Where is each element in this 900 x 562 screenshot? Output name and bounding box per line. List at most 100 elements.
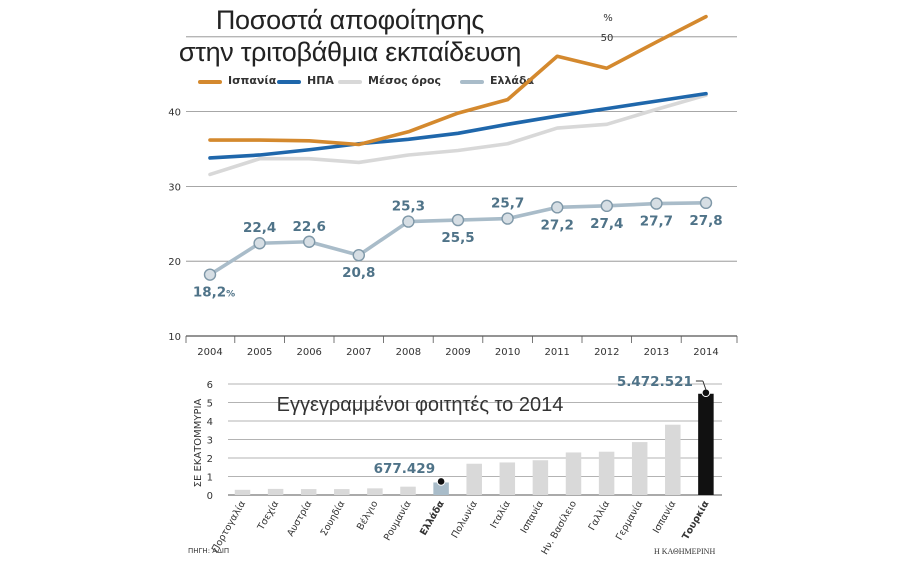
- bar-10: [532, 460, 549, 495]
- percent-suffix: %: [226, 290, 235, 300]
- greece-data-label-2013: 27,7: [640, 214, 673, 230]
- bar-category-label-5: Βέλγιο: [355, 499, 381, 532]
- legend-swatch-spain: [198, 80, 222, 84]
- bar-y-tick-label-0: 0: [207, 491, 213, 502]
- bar-y-tick-label-4: 4: [207, 417, 213, 428]
- annotation-value-turkey: 5.472.521: [617, 374, 693, 390]
- y-tick-label-40: 40: [168, 108, 181, 119]
- y-tick-label-10: 10: [168, 332, 181, 343]
- greece-point-2005: [253, 237, 266, 250]
- x-tick-label-2006: 2006: [296, 347, 321, 358]
- greece-data-label-2004: 18,2%: [193, 285, 235, 301]
- greece-data-label-2006: 22,6: [293, 219, 326, 235]
- bar-13: [631, 442, 648, 495]
- series-line-average: [208, 93, 708, 177]
- greece-point-2013: [650, 197, 663, 210]
- greece-data-label-2009: 25,5: [441, 230, 474, 246]
- bar-category-label-3: Αυστρία: [285, 499, 314, 538]
- x-tick-label-2014: 2014: [693, 347, 718, 358]
- publisher-credit: Η ΚΑΘΗΜΕΡΙΝΗ: [654, 547, 716, 556]
- legend-label-spain: Ισπανία: [228, 74, 277, 87]
- greece-data-label-2005: 22,4: [243, 220, 276, 236]
- bar-category-label-8: Πολωνία: [450, 499, 480, 540]
- x-tick-label-2012: 2012: [594, 347, 619, 358]
- bar-category-label-2: Τσεχία: [255, 499, 281, 533]
- bar-category-label-1: Πορτογαλία: [210, 499, 248, 554]
- x-tick-label-2011: 2011: [544, 347, 569, 358]
- greece-point-2007: [352, 249, 365, 262]
- legend-swatch-average: [338, 80, 362, 84]
- bar-11: [565, 452, 582, 495]
- annotation-dot-15: [701, 388, 711, 398]
- bar-category-label-14: Ισπανία: [651, 499, 678, 535]
- annotation-value-greece: 677.429: [374, 461, 436, 477]
- bar-7: [433, 482, 449, 495]
- greece-point-2011: [551, 201, 564, 214]
- x-tick-label-2007: 2007: [346, 347, 371, 358]
- bar-15: [698, 393, 714, 495]
- bar-14: [665, 424, 681, 495]
- bar-5: [367, 488, 383, 495]
- bar-y-tick-label-6: 6: [207, 380, 213, 391]
- bar-category-label-9: Ιταλία: [488, 499, 512, 530]
- bar-y-axis-label: ΣΕ ΕΚΑΤΟΜΜΥΡΙΑ: [193, 398, 204, 487]
- series-line-usa: [208, 91, 708, 160]
- bar-y-tick-label-3: 3: [207, 436, 213, 447]
- greece-data-label-2010: 25,7: [491, 196, 524, 212]
- bar-1: [234, 489, 251, 495]
- series-line-spain: [208, 14, 708, 147]
- legend-swatch-usa: [277, 80, 301, 84]
- bar-category-label-4: Σουηδία: [319, 499, 348, 538]
- greece-point-2010: [501, 212, 514, 225]
- bar-y-tick-label-1: 1: [207, 473, 213, 484]
- x-tick-label-2004: 2004: [197, 347, 222, 358]
- bar-category-label-6: Ρουμανία: [382, 499, 414, 543]
- greece-data-label-2007: 20,8: [342, 265, 375, 281]
- y-axis-unit: %: [603, 13, 613, 24]
- legend-swatch-greece: [460, 80, 484, 84]
- bar-3: [300, 489, 317, 495]
- bar-y-tick-label-5: 5: [207, 399, 213, 410]
- bar-category-label-11: Ην. Βασίλειο: [539, 499, 579, 557]
- x-tick-label-2005: 2005: [247, 347, 272, 358]
- greece-point-2004: [203, 268, 217, 281]
- greece-data-label-2011: 27,2: [541, 217, 574, 233]
- y-tick-label-50: 50: [601, 33, 614, 44]
- bar-9: [499, 462, 516, 495]
- y-tick-label-30: 30: [168, 182, 181, 193]
- legend-label-usa: ΗΠΑ: [307, 74, 334, 87]
- bar-category-label-10: Ισπανία: [519, 499, 546, 535]
- bar-4: [334, 489, 350, 495]
- bar-8: [466, 463, 482, 495]
- x-tick-label-2010: 2010: [495, 347, 520, 358]
- source-note: ΠΗΓΗ: ΑΔΙΠ: [188, 547, 230, 555]
- annotation-dot-7: [436, 477, 446, 486]
- bar-category-label-15: Τουρκία: [680, 499, 711, 542]
- bar-category-label-7: Ελλάδα: [418, 499, 447, 538]
- annotation-leader-turkey: [702, 380, 707, 390]
- bar-category-label-12: Γαλλία: [587, 499, 613, 532]
- chart-title-line-2: στην τριτοβάθμια εκπαίδευση: [178, 37, 522, 67]
- greece-data-label-2008: 25,3: [392, 199, 425, 215]
- greece-point-2008: [402, 215, 415, 228]
- bar-chart-title: Εγγεγραμμένοι φοιτητές το 2014: [277, 394, 564, 416]
- legend-label-average: Μέσος όρος: [368, 74, 442, 87]
- greece-point-2009: [451, 213, 465, 227]
- greece-data-label-2012: 27,4: [590, 216, 623, 232]
- bar-12: [598, 451, 615, 495]
- x-tick-label-2009: 2009: [445, 347, 470, 358]
- bar-category-label-13: Γερμανία: [614, 499, 645, 542]
- chart-title-line-1: Ποσοστά αποφοίτησης: [215, 5, 485, 35]
- bar-6: [400, 486, 416, 495]
- x-tick-label-2008: 2008: [396, 347, 421, 358]
- bar-2: [267, 488, 284, 495]
- greece-point-2006: [303, 235, 316, 248]
- greece-data-label-2014: 27,8: [689, 213, 722, 229]
- x-tick-label-2013: 2013: [644, 347, 669, 358]
- greece-point-2012: [600, 199, 613, 213]
- bar-y-tick-label-2: 2: [207, 454, 213, 465]
- y-tick-label-20: 20: [168, 257, 181, 268]
- greece-point-2014: [699, 196, 713, 210]
